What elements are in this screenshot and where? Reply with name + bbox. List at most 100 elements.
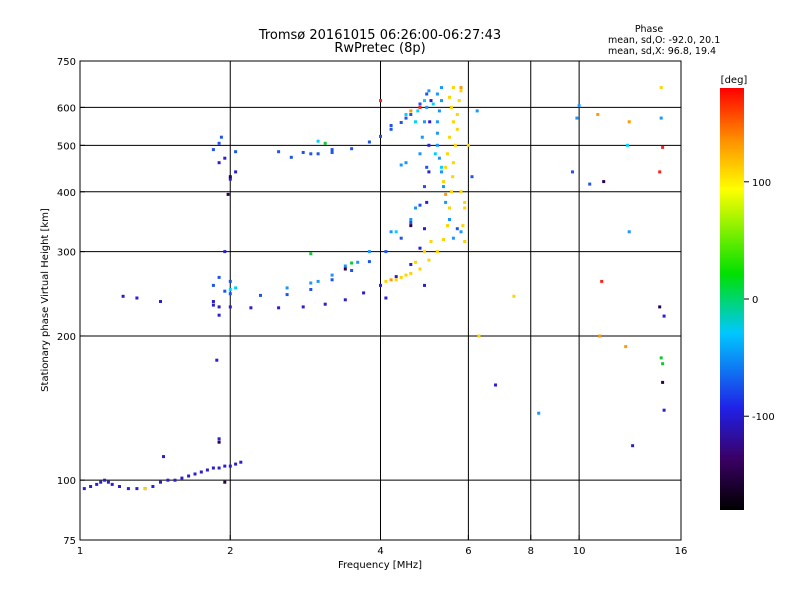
x-tick-label: 4: [377, 546, 383, 557]
data-point: [455, 227, 459, 231]
data-point: [571, 170, 574, 174]
data-point: [394, 278, 398, 282]
data-point: [394, 230, 398, 234]
data-point: [228, 175, 232, 179]
data-point: [414, 206, 417, 210]
data-point: [453, 143, 457, 147]
data-point: [450, 105, 453, 109]
x-tick-label: 2: [227, 546, 233, 557]
data-point: [285, 293, 289, 297]
data-point: [95, 482, 99, 486]
data-point: [418, 246, 422, 250]
grid-lines: [80, 61, 681, 540]
data-point: [106, 480, 110, 484]
data-point: [659, 116, 663, 120]
data-point: [409, 263, 413, 266]
data-point: [475, 109, 479, 113]
data-point: [435, 92, 439, 96]
data-point: [343, 267, 347, 271]
data-point: [440, 165, 443, 169]
data-point: [448, 95, 451, 99]
data-point: [470, 175, 474, 179]
data-point: [437, 109, 441, 113]
data-point: [228, 177, 232, 181]
x-tick-labels: 1 2 4 6 8 10 16: [77, 535, 687, 557]
data-point: [624, 345, 628, 349]
data-points: [82, 86, 666, 491]
data-point: [362, 291, 366, 295]
data-point: [442, 238, 445, 241]
data-point: [330, 278, 334, 282]
data-point: [416, 109, 420, 113]
data-point: [418, 152, 422, 156]
data-point: [448, 206, 451, 210]
data-point: [217, 466, 221, 470]
y-tick-label: 400: [57, 188, 76, 199]
data-point: [323, 141, 327, 145]
data-point: [444, 165, 448, 169]
data-point: [211, 148, 215, 152]
data-point: [420, 135, 424, 139]
data-point: [600, 279, 604, 283]
data-point: [384, 296, 388, 300]
data-point: [459, 190, 463, 194]
data-point: [455, 127, 459, 131]
data-point: [450, 190, 453, 194]
data-point: [404, 273, 408, 277]
data-point: [598, 334, 602, 338]
data-point: [301, 305, 305, 309]
data-point: [118, 485, 121, 488]
data-point: [512, 294, 516, 298]
data-point: [661, 362, 665, 366]
stats-title: Phase: [635, 24, 664, 35]
data-point: [459, 89, 463, 93]
data-point: [451, 86, 455, 90]
data-point: [442, 180, 445, 184]
data-point: [662, 314, 666, 318]
y-tick-label: 750: [57, 57, 76, 68]
data-point: [343, 298, 347, 302]
data-point: [627, 120, 631, 124]
data-point: [143, 487, 147, 491]
data-point: [425, 165, 429, 169]
data-point: [135, 487, 139, 491]
data-point: [187, 474, 191, 478]
data-point: [463, 206, 467, 210]
data-point: [389, 230, 393, 234]
data-point: [151, 485, 155, 488]
data-point: [99, 480, 103, 484]
data-point: [409, 113, 413, 116]
data-point: [440, 99, 443, 103]
data-point: [223, 156, 227, 160]
data-point: [404, 161, 408, 165]
data-point: [423, 185, 426, 189]
data-point: [444, 200, 448, 204]
data-point: [219, 135, 223, 139]
data-point: [379, 134, 382, 138]
data-point: [356, 260, 360, 264]
data-point: [631, 444, 635, 448]
data-point: [211, 283, 215, 287]
data-point: [330, 273, 334, 277]
colorbar-label: [deg]: [721, 75, 748, 86]
stats-o-line: mean, sd,O: -92.0, 20.1: [608, 35, 720, 46]
data-point: [259, 293, 262, 297]
data-point: [162, 455, 165, 459]
x-tick-label: 8: [528, 546, 534, 557]
y-tick-label: 500: [57, 141, 76, 152]
data-point: [389, 127, 393, 131]
data-point: [418, 105, 422, 109]
data-point: [211, 466, 215, 470]
data-point: [234, 170, 238, 174]
data-point: [409, 221, 413, 224]
data-point: [309, 281, 313, 285]
data-point: [658, 170, 662, 174]
data-point: [228, 279, 232, 283]
data-point: [423, 227, 426, 231]
data-point: [199, 470, 203, 474]
data-point: [211, 300, 215, 303]
data-point: [661, 380, 665, 384]
data-point: [627, 230, 631, 234]
colorbar-tick-label: 0: [752, 295, 758, 306]
data-point: [409, 218, 413, 221]
